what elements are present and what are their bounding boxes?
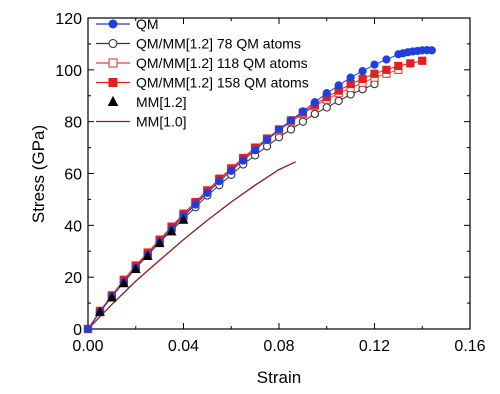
legend-label: QM/MM[1.2] 78 QM atoms bbox=[136, 36, 301, 52]
data-point bbox=[406, 59, 415, 68]
data-point bbox=[166, 226, 177, 236]
data-point bbox=[370, 69, 379, 78]
data-point bbox=[191, 200, 200, 209]
data-point bbox=[298, 107, 307, 116]
legend-label: QM bbox=[136, 16, 159, 32]
axes: 0.00 0.04 0.08 0.12 0.16 0 20 40 60 80 100 120 bbox=[55, 11, 485, 355]
legend-entry: QM bbox=[96, 16, 159, 32]
x-tick-label: 0.12 bbox=[359, 338, 390, 355]
legend-marker bbox=[107, 95, 119, 106]
series-line bbox=[87, 49, 432, 330]
legend: QM QM/MM[1.2] 78 QM atoms QM/MM[1.2] 118 Q… bbox=[96, 16, 309, 130]
data-point bbox=[154, 237, 165, 248]
data-point bbox=[358, 74, 367, 84]
x-tick-label: 0.16 bbox=[454, 338, 485, 355]
data-point bbox=[382, 55, 391, 64]
legend-entry: MM[1.0] bbox=[96, 114, 187, 130]
data-point bbox=[251, 146, 260, 155]
x-axis-title: Strain bbox=[257, 368, 301, 387]
data-point bbox=[203, 188, 212, 198]
legend-label: MM[1.2] bbox=[136, 94, 187, 110]
series-line bbox=[87, 69, 399, 330]
y-axis-title: Stress (GPa) bbox=[29, 125, 48, 223]
y-tick-label: 80 bbox=[64, 115, 82, 132]
legend-label: QM/MM[1.2] 118 QM atoms bbox=[136, 55, 308, 71]
data-point bbox=[118, 277, 129, 288]
data-point bbox=[95, 306, 105, 316]
data-point bbox=[334, 81, 343, 90]
data-point bbox=[322, 89, 331, 98]
data-point bbox=[370, 60, 379, 69]
legend-marker bbox=[108, 19, 118, 29]
y-tick-label: 20 bbox=[64, 270, 82, 287]
x-tick-label: 0.08 bbox=[263, 338, 294, 355]
x-tick-label: 0.00 bbox=[72, 338, 103, 355]
data-point bbox=[310, 98, 319, 107]
data-point bbox=[286, 116, 296, 125]
data-point bbox=[178, 214, 189, 224]
y-tick-label: 40 bbox=[64, 218, 82, 235]
legend-label: QM/MM[1.2] 158 QM atoms bbox=[136, 75, 309, 91]
data-point bbox=[274, 125, 284, 134]
y-tick-label: 60 bbox=[64, 167, 82, 184]
data-point bbox=[358, 67, 367, 76]
data-point bbox=[334, 96, 343, 106]
data-point bbox=[106, 292, 117, 302]
data-point bbox=[286, 125, 296, 134]
series-layer bbox=[83, 46, 436, 334]
data-point bbox=[262, 135, 272, 144]
data-point bbox=[239, 156, 248, 165]
data-point bbox=[83, 324, 93, 334]
y-tick-label: 0 bbox=[73, 322, 82, 339]
series-5 bbox=[87, 161, 296, 330]
data-point bbox=[346, 73, 355, 82]
data-point bbox=[215, 177, 224, 186]
legend-entry: MM[1.2] bbox=[107, 94, 187, 110]
data-point bbox=[427, 46, 436, 55]
series-1 bbox=[83, 79, 379, 334]
y-tick-label: 120 bbox=[55, 11, 82, 28]
legend-marker bbox=[108, 78, 118, 87]
legend-label: MM[1.0] bbox=[136, 114, 187, 130]
data-point bbox=[130, 263, 141, 273]
data-point bbox=[298, 117, 308, 126]
x-tick-label: 0.04 bbox=[168, 338, 199, 355]
data-point bbox=[394, 61, 403, 71]
legend-marker bbox=[108, 38, 118, 49]
data-point bbox=[382, 65, 391, 74]
data-point bbox=[322, 103, 331, 112]
series-line bbox=[87, 83, 375, 330]
legend-marker bbox=[108, 58, 118, 68]
series-4 bbox=[95, 214, 189, 316]
data-point bbox=[418, 56, 427, 65]
y-tick-label: 100 bbox=[55, 63, 82, 80]
data-point bbox=[142, 250, 153, 261]
series-line bbox=[87, 161, 296, 330]
legend-entry: QM/MM[1.2] 158 QM atoms bbox=[96, 75, 309, 91]
data-point bbox=[227, 166, 236, 176]
series-2 bbox=[83, 65, 403, 334]
legend-entry: QM/MM[1.2] 78 QM atoms bbox=[96, 36, 301, 52]
data-point bbox=[310, 109, 319, 119]
legend-entry: QM/MM[1.2] 118 QM atoms bbox=[96, 55, 308, 71]
